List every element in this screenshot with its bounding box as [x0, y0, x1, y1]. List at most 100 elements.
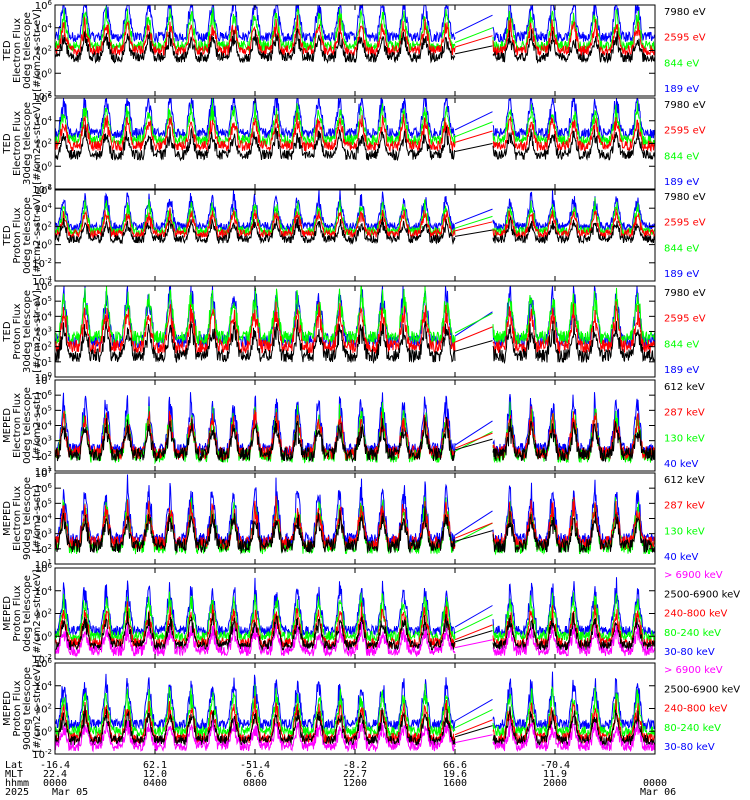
panel-7-ytick-label: 104 — [35, 585, 53, 598]
panel-8-series-1 — [54, 718, 656, 753]
panel-8-ytick-label: 104 — [35, 680, 53, 693]
panel-3-gap-line-1 — [454, 229, 493, 237]
panel-1-legend-2: 2595 eV — [664, 33, 706, 44]
panel-4-ytick-label: 100 — [35, 371, 52, 384]
panel-7-gap-line-4 — [454, 614, 493, 634]
panel-5-series-1 — [54, 416, 656, 463]
panel-7-ytick-label: 100 — [35, 630, 52, 643]
panel-3-ylabel: TEDProton Flux0deg telescope[#/cm2-s-str… — [2, 194, 43, 277]
lat-value: 66.6 — [443, 760, 467, 771]
panel-3-ytick-label: 10-4 — [32, 275, 52, 288]
panel-7-legend-1: > 6900 keV — [664, 570, 723, 581]
panel-8-ylabel: MEPEDProton Flux90deg telescope[#/cm2-s-… — [2, 664, 43, 752]
panel-4-gap-line-2 — [454, 326, 493, 343]
panel-7-ytick-label: 102 — [35, 608, 52, 621]
panel-7-legend-3: 240-800 keV — [664, 609, 728, 620]
panel-2-series-4 — [54, 97, 656, 141]
panel-3-ytick-label: 104 — [35, 202, 53, 215]
panel-2-gap-line-3 — [454, 121, 493, 138]
panel-5-ytick-label: 104 — [35, 420, 53, 433]
mlt-value: 22.4 — [43, 769, 67, 780]
hhmm-value: 0000 — [643, 778, 667, 789]
lat-value: -8.2 — [343, 760, 367, 771]
panel-1-ylabel: TEDElectron Flux0deg telescope[#/cm2-s-s… — [2, 9, 43, 92]
panel-8-legend-1: > 6900 keV — [664, 665, 723, 676]
panel-8-legend-3: 240-800 keV — [664, 704, 728, 715]
panel-5-ytick-label: 107 — [35, 374, 52, 387]
panel-5-ytick-label: 105 — [35, 404, 52, 417]
hhmm-value: 0800 — [243, 778, 267, 789]
panel-3-gap-line-2 — [454, 221, 493, 232]
panel-8-series-4 — [54, 683, 656, 738]
panel-2-gap-line-2 — [454, 130, 493, 143]
panel-5-legend-2: 287 keV — [664, 408, 705, 419]
panel-3-ytick-label: 10-2 — [32, 257, 52, 270]
panel-6-ytick-label: 102 — [35, 543, 52, 556]
panel-1-gap-line-3 — [454, 27, 493, 43]
panel-1-gap-line-2 — [454, 35, 493, 48]
panel-1-ytick-label: 106 — [35, 0, 53, 12]
panel-7-ylabel: MEPEDProton Flux0deg telescope[#/cm2-s-s… — [2, 569, 43, 657]
panel-5-gap-line-1 — [454, 438, 493, 451]
panel-6-legend-3: 130 keV — [664, 526, 705, 537]
panel-2-ytick-label: 104 — [35, 115, 53, 128]
panel-8-gap-line-4 — [454, 709, 493, 729]
panel-8-legend-5: 30-80 keV — [664, 742, 715, 753]
panel-5-ytick-label: 106 — [35, 389, 53, 402]
panel-3-ytick-label: 106 — [35, 184, 53, 197]
panel-1-ytick-label: 100 — [35, 67, 52, 80]
panel-7-legend-5: 30-80 keV — [664, 647, 715, 658]
panel-2-ytick-label: 100 — [35, 160, 52, 173]
mlt-value: 12.0 — [143, 769, 167, 780]
panel-1-legend-3: 844 eV — [664, 58, 699, 69]
panel-1-gap-line-4 — [454, 14, 493, 34]
panel-4-ytick-label: 105 — [35, 295, 52, 308]
panel-2-gap-line-1 — [454, 143, 493, 152]
panel-5-gap-line-2 — [454, 432, 493, 449]
lat-value: -16.4 — [40, 760, 70, 771]
hhmm-value: 0000 — [43, 778, 67, 789]
panel-2-ytick-label: 106 — [35, 92, 53, 105]
lat-value: 62.1 — [143, 760, 167, 771]
panel-6-legend-2: 287 keV — [664, 501, 705, 512]
panel-3-legend-3: 844 eV — [664, 243, 699, 254]
panel-5-ylabel: MEPEDElectron Flux0deg telescope[#/cm2-s… — [2, 387, 43, 464]
panel-1-ytick-label: 102 — [35, 45, 52, 58]
panel-1-gap-line-1 — [454, 45, 493, 55]
panel-3-series-1 — [54, 216, 656, 245]
panel-3-legend-2: 2595 eV — [664, 218, 706, 229]
panel-8-gap-line-1 — [454, 734, 493, 744]
panel-6-ytick-label: 106 — [35, 482, 53, 495]
panel-1-ytick-label: 104 — [35, 22, 53, 35]
panel-8-ytick-label: 102 — [35, 703, 52, 716]
panel-5-gap-line-4 — [454, 420, 493, 446]
panel-4-legend-2: 2595 eV — [664, 314, 706, 325]
mlt-value: 19.6 — [443, 769, 467, 780]
panel-4-ytick-label: 102 — [35, 341, 52, 354]
panel-4-gap-line-4 — [454, 311, 493, 337]
panel-7-series-5 — [54, 577, 656, 637]
panel-6-ytick-label: 107 — [35, 467, 52, 480]
panel-3-series-2 — [54, 207, 656, 240]
panel-1-legend-1: 7980 eV — [664, 7, 706, 18]
panel-4-ytick-label: 104 — [35, 310, 53, 323]
hhmm-value: 0400 — [143, 778, 167, 789]
panel-7-gap-line-3 — [454, 624, 493, 641]
panel-3-legend-1: 7980 eV — [664, 192, 706, 203]
panel-6-ytick-label: 103 — [35, 528, 52, 541]
panel-2-gap-line-4 — [454, 111, 493, 131]
hhmm-value: 1200 — [343, 778, 367, 789]
panel-2-legend-3: 844 eV — [664, 151, 699, 162]
panel-4-series-1 — [54, 318, 656, 365]
panel-4-ylabel: TEDProton Flux30deg telescope[#/cm2-s-st… — [2, 290, 43, 373]
panel-4-ytick-label: 103 — [35, 326, 52, 339]
mlt-value: 22.7 — [343, 769, 367, 780]
panel-6-ytick-label: 104 — [35, 513, 53, 526]
